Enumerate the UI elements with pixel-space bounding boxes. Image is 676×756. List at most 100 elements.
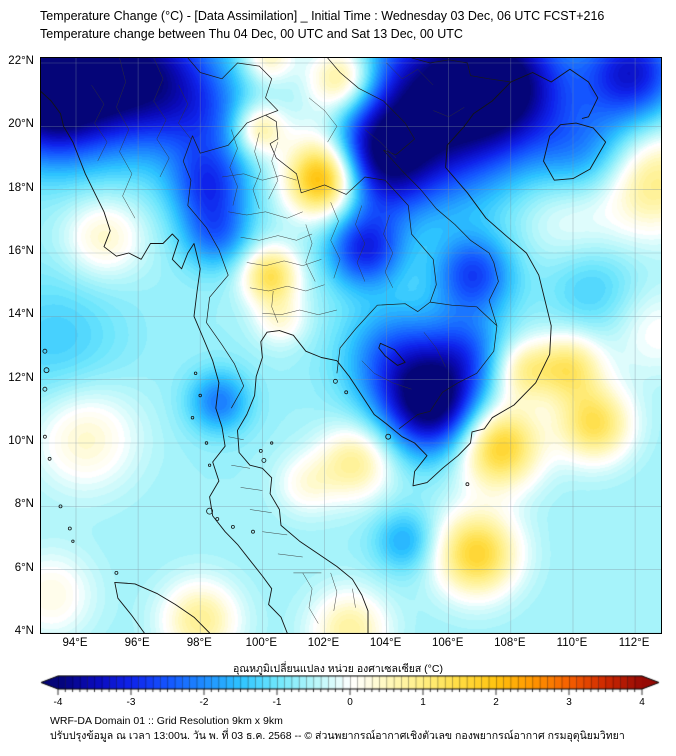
island-outline bbox=[204, 441, 209, 445]
coastline-path bbox=[41, 91, 288, 633]
island-outline bbox=[385, 433, 392, 440]
footer-block: WRF-DA Domain 01 :: Grid Resolution 9km … bbox=[50, 714, 625, 743]
province-border-path bbox=[178, 84, 192, 140]
province-border-path bbox=[228, 436, 244, 441]
lon-tick-label: 108°E bbox=[494, 637, 526, 649]
province-border-path bbox=[153, 58, 170, 178]
province-border-path bbox=[330, 202, 341, 279]
lon-tick-label: 96°E bbox=[124, 637, 150, 649]
lake-outline-path bbox=[378, 342, 406, 366]
island-outline bbox=[206, 507, 214, 515]
province-border-path bbox=[433, 107, 465, 118]
colorbar-tick-label: 0 bbox=[347, 697, 353, 708]
lon-tick-label: 102°E bbox=[307, 637, 340, 649]
country-border-path bbox=[430, 301, 498, 327]
island-outline bbox=[270, 441, 274, 445]
lon-tick-label: 106°E bbox=[431, 637, 464, 649]
country-border-path bbox=[327, 58, 499, 430]
island-outline bbox=[114, 571, 119, 575]
island-outline bbox=[465, 482, 470, 487]
lon-tick-label: 94°E bbox=[62, 637, 88, 649]
province-border-path bbox=[305, 224, 316, 282]
coastline-path bbox=[543, 122, 607, 181]
lat-tick-label: 4°N bbox=[14, 625, 34, 638]
lat-tick-label: 16°N bbox=[8, 244, 34, 257]
island-outline bbox=[258, 448, 263, 453]
country-border-path bbox=[265, 114, 437, 303]
lat-tick-label: 14°N bbox=[8, 308, 34, 321]
colorbar-tick-label: -2 bbox=[199, 697, 209, 708]
province-border-path bbox=[252, 132, 262, 209]
province-border-path bbox=[91, 84, 108, 162]
lon-tick-label: 112°E bbox=[618, 637, 650, 649]
title-block: Temperature Change (°C) - [Data Assimila… bbox=[40, 7, 604, 43]
colorbar-tick-label: 4 bbox=[639, 697, 645, 708]
island-outline bbox=[42, 348, 48, 354]
coastline-path bbox=[278, 68, 599, 487]
province-border-path bbox=[240, 487, 263, 491]
province-border-path bbox=[246, 259, 322, 266]
province-border-path bbox=[228, 211, 303, 219]
island-outline bbox=[43, 434, 47, 439]
country-border-path bbox=[336, 301, 431, 374]
province-border-path bbox=[116, 58, 136, 219]
province-border-path bbox=[262, 309, 337, 315]
province-border-path bbox=[221, 173, 297, 181]
country-border-path bbox=[182, 114, 266, 409]
lat-tick-label: 20°N bbox=[8, 118, 34, 131]
province-border-path bbox=[302, 572, 319, 624]
colorbar-tick-label: 3 bbox=[566, 697, 572, 708]
lat-tick-label: 8°N bbox=[14, 498, 34, 511]
map-overlay-svg bbox=[41, 58, 661, 633]
province-border-path bbox=[240, 233, 313, 241]
lat-tick-label: 6°N bbox=[14, 561, 34, 574]
island-outline bbox=[43, 367, 50, 374]
footer-line1: WRF-DA Domain 01 :: Grid Resolution 9km … bbox=[50, 715, 283, 727]
province-border-path bbox=[277, 553, 303, 558]
footer-line2: ปรับปรุงข้อมูล ณ เวลา 13:00น. วัน พ. ที่… bbox=[50, 729, 625, 742]
province-border-path bbox=[352, 588, 356, 608]
island-outline bbox=[71, 539, 75, 543]
colorbar-tick-label: -4 bbox=[53, 697, 63, 708]
province-border-path bbox=[271, 290, 279, 323]
province-border-path bbox=[268, 142, 279, 200]
island-outline bbox=[332, 378, 338, 384]
province-border-path bbox=[229, 129, 238, 206]
province-border-path bbox=[308, 97, 338, 143]
country-border-path bbox=[411, 58, 511, 83]
island-outline bbox=[208, 463, 212, 467]
colorbar-title: อุณหภูมิเปลี่ยนแปลง หน่วย องศาเซลเซียส (… bbox=[233, 663, 443, 675]
colorbar-tick-label: -1 bbox=[272, 697, 282, 708]
province-border-path bbox=[231, 464, 250, 469]
colorbar-tick-label: -3 bbox=[126, 697, 136, 708]
lon-tick-label: 100°E bbox=[245, 637, 278, 649]
map-title-line2: Temperature change between Thu 04 Dec, 0… bbox=[40, 27, 463, 41]
province-border-path bbox=[386, 62, 434, 86]
island-outline bbox=[190, 416, 195, 420]
lat-tick-label: 12°N bbox=[8, 371, 34, 384]
map-panel bbox=[40, 57, 662, 634]
lat-tick-label: 22°N bbox=[8, 54, 34, 67]
island-outline bbox=[251, 529, 255, 534]
island-outline bbox=[198, 393, 202, 398]
province-border-path bbox=[249, 509, 272, 513]
coastline-path bbox=[114, 581, 145, 633]
colorbar-tick-label: 2 bbox=[493, 697, 499, 708]
province-border-path bbox=[423, 332, 446, 368]
coastline-path bbox=[237, 330, 369, 633]
lat-tick-label: 18°N bbox=[8, 181, 34, 194]
province-border-path bbox=[383, 214, 394, 288]
province-border-path bbox=[330, 572, 338, 611]
province-border-path bbox=[361, 360, 412, 390]
province-border-path bbox=[364, 129, 397, 159]
province-border-path bbox=[355, 205, 366, 282]
island-outline bbox=[42, 386, 48, 392]
island-outline bbox=[344, 390, 349, 395]
island-outline bbox=[193, 371, 198, 375]
lat-tick-label: 10°N bbox=[8, 435, 34, 447]
country-border-path bbox=[187, 58, 279, 116]
province-border-path bbox=[262, 531, 288, 536]
lon-tick-label: 98°E bbox=[186, 637, 212, 649]
island-outline bbox=[58, 504, 63, 509]
